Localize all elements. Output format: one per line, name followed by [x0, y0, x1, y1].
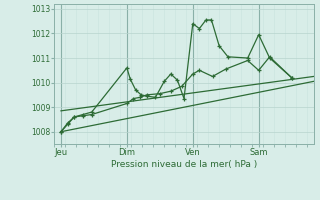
X-axis label: Pression niveau de la mer( hPa ): Pression niveau de la mer( hPa ): [111, 160, 257, 169]
